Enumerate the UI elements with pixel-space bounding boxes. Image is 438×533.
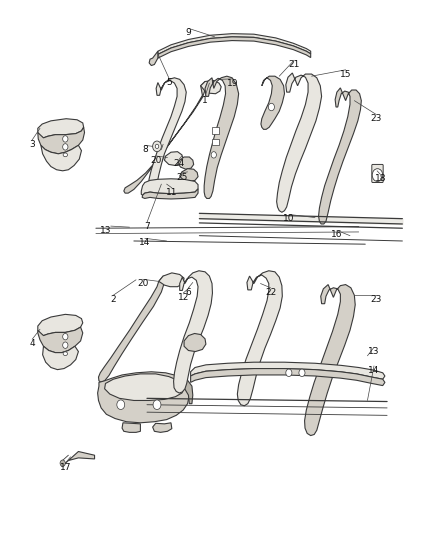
Polygon shape [152,423,172,432]
Circle shape [299,369,305,376]
Text: 1: 1 [202,96,208,105]
Polygon shape [158,37,311,58]
Text: 19: 19 [227,78,239,87]
FancyBboxPatch shape [372,165,383,182]
Polygon shape [318,88,361,224]
Circle shape [152,141,161,152]
Ellipse shape [63,352,67,356]
Text: 22: 22 [265,287,276,296]
Polygon shape [261,76,285,130]
Polygon shape [164,152,183,165]
Polygon shape [277,73,321,212]
Circle shape [153,400,161,409]
Ellipse shape [63,153,67,157]
Polygon shape [184,380,193,403]
Polygon shape [38,327,83,353]
Polygon shape [148,78,186,191]
Text: 24: 24 [173,159,184,168]
Circle shape [268,103,275,111]
Polygon shape [141,179,198,195]
Circle shape [63,136,68,142]
Polygon shape [122,423,141,432]
Polygon shape [158,34,311,54]
Text: 6: 6 [186,287,191,296]
Text: 16: 16 [331,230,343,239]
Polygon shape [105,374,184,400]
Polygon shape [191,368,385,385]
Polygon shape [159,273,184,287]
Polygon shape [149,51,158,66]
Polygon shape [38,314,83,336]
Polygon shape [304,285,355,435]
Text: 5: 5 [166,77,172,86]
Polygon shape [68,451,95,461]
Text: 20: 20 [150,156,161,165]
Text: 25: 25 [176,173,187,182]
Polygon shape [98,372,189,423]
Polygon shape [42,346,78,369]
Polygon shape [204,76,239,198]
Polygon shape [201,80,221,94]
Polygon shape [142,189,198,199]
Polygon shape [184,334,206,352]
Circle shape [117,400,125,409]
Polygon shape [212,139,219,146]
Text: 9: 9 [186,28,191,37]
Text: 15: 15 [340,70,351,78]
Text: 20: 20 [137,279,148,288]
Polygon shape [180,168,198,181]
Text: 21: 21 [288,60,300,69]
Circle shape [372,168,383,181]
Text: 17: 17 [60,463,71,472]
Text: 3: 3 [29,140,35,149]
Text: 23: 23 [371,295,382,304]
Circle shape [211,152,216,158]
Text: 4: 4 [29,339,35,348]
Text: 23: 23 [371,114,382,123]
Text: 14: 14 [368,366,380,375]
Polygon shape [173,271,212,393]
Circle shape [63,342,68,349]
Polygon shape [99,276,166,382]
Polygon shape [38,119,84,138]
Text: 13: 13 [100,226,111,235]
Text: 18: 18 [375,174,386,183]
Polygon shape [38,127,85,154]
Text: 12: 12 [177,293,189,302]
Polygon shape [237,271,283,406]
Circle shape [60,460,65,466]
Text: 2: 2 [110,295,116,304]
Text: 8: 8 [142,145,148,154]
Circle shape [286,369,292,376]
Circle shape [155,144,159,149]
Polygon shape [212,127,219,134]
Circle shape [63,144,68,150]
Text: 7: 7 [144,222,150,231]
Text: 13: 13 [368,347,380,356]
Polygon shape [191,362,385,379]
Polygon shape [41,146,81,171]
Polygon shape [178,157,194,169]
Text: 14: 14 [139,238,151,247]
Polygon shape [124,82,208,193]
Text: 11: 11 [166,188,177,197]
Circle shape [63,334,68,340]
Text: 10: 10 [283,214,295,223]
